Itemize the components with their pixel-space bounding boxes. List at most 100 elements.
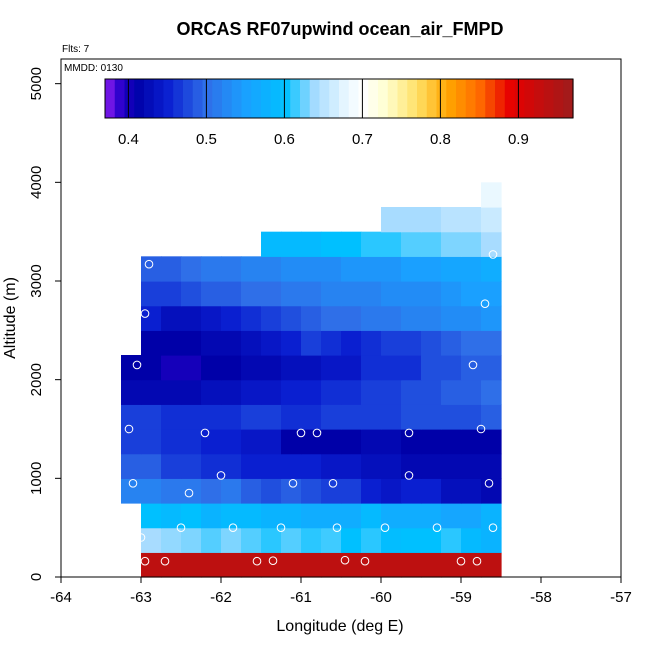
- sample-point: [176, 523, 186, 533]
- heatmap-cell: [201, 527, 222, 553]
- sample-point: [132, 360, 142, 370]
- heatmap-cell: [461, 207, 482, 233]
- heatmap-cell: [301, 527, 322, 553]
- colorbar-segment: [105, 79, 116, 118]
- heatmap-cell: [421, 379, 442, 405]
- colorbar-segment: [456, 79, 467, 118]
- heatmap-cell: [421, 404, 442, 430]
- heatmap-cell: [141, 527, 162, 553]
- colorbar-segment: [124, 79, 135, 118]
- heatmap-cell: [201, 355, 222, 381]
- heatmap-cell: [261, 281, 282, 307]
- y-tick-label: 4000: [28, 166, 45, 199]
- colorbar-segment: [329, 79, 340, 118]
- heatmap-cell: [481, 503, 502, 529]
- sample-point: [200, 428, 210, 438]
- colorbar-segment: [114, 79, 126, 118]
- heatmap-cell: [441, 503, 462, 529]
- heatmap-cell: [301, 429, 322, 455]
- heatmap-cell: [341, 429, 362, 455]
- heatmap-cell: [421, 552, 442, 578]
- heatmap-cell: [341, 355, 362, 381]
- heatmap-cell: [261, 404, 282, 430]
- heatmap-cell: [441, 305, 462, 331]
- chart-title: ORCAS RF07upwind ocean_air_FMPD: [176, 19, 503, 39]
- heatmap-cell: [141, 503, 162, 529]
- heatmap-cell: [161, 552, 182, 578]
- heatmap-cell: [401, 453, 422, 479]
- heatmap-cell: [261, 305, 282, 331]
- heatmap-cell: [361, 404, 382, 430]
- heatmap-cell: [381, 429, 402, 455]
- colorbar-segment: [212, 79, 223, 118]
- heatmap-cell: [481, 552, 502, 578]
- heatmap-cell: [421, 429, 442, 455]
- heatmap-cell: [241, 478, 262, 504]
- heatmap-cell: [361, 379, 382, 405]
- sample-point: [380, 523, 390, 533]
- colorbar-segment: [553, 79, 564, 118]
- heatmap-cell: [341, 503, 362, 529]
- heatmap-cell: [381, 404, 402, 430]
- heatmap-cell: [401, 503, 422, 529]
- heatmap-cell: [461, 404, 482, 430]
- heatmap-cell: [441, 379, 462, 405]
- heatmap-cell: [441, 478, 462, 504]
- colorbar-tick-label: 0.7: [352, 131, 373, 148]
- heatmap-cell: [261, 527, 282, 553]
- heatmap-cell: [421, 256, 442, 282]
- colorbar-segment: [144, 79, 155, 118]
- y-tick-label: 0: [28, 573, 45, 581]
- heatmap-cell: [381, 379, 402, 405]
- heatmap-cell: [321, 281, 342, 307]
- heatmap-cell: [301, 330, 322, 356]
- colorbar-segment: [426, 79, 438, 118]
- colorbar-segment: [368, 79, 379, 118]
- colorbar-segment: [417, 79, 428, 118]
- sample-point: [476, 424, 486, 434]
- heatmap-cell: [261, 379, 282, 405]
- heatmap-cell: [481, 355, 502, 381]
- colorbar-segment: [534, 79, 545, 118]
- heatmap-cell: [161, 305, 182, 331]
- heatmap-cell: [281, 478, 302, 504]
- heatmap-cell: [141, 453, 162, 479]
- x-tick-label: -61: [290, 589, 312, 606]
- sample-point: [140, 309, 150, 318]
- colorbar-segment: [407, 79, 418, 118]
- heatmap-cell: [301, 379, 322, 405]
- heatmap-cell: [381, 552, 402, 578]
- sample-point: [276, 523, 286, 533]
- colorbar-segment: [378, 79, 389, 118]
- heatmap-cell: [461, 453, 482, 479]
- heatmap-cell: [361, 453, 382, 479]
- heatmap-cell: [181, 503, 202, 529]
- heatmap-cell: [221, 527, 242, 553]
- heatmap-cell: [441, 429, 462, 455]
- sample-point: [288, 479, 298, 488]
- heatmap-cell: [401, 305, 422, 331]
- heatmap-cell: [421, 527, 442, 553]
- heatmap-cell: [461, 503, 482, 529]
- heatmap-cell: [441, 330, 462, 356]
- heatmap-cell: [201, 379, 222, 405]
- colorbar: 0.4 0.5 0.6 0.7 0.8 0.9: [104, 78, 574, 148]
- sample-point: [312, 428, 322, 438]
- heatmap-cell: [341, 231, 362, 257]
- sample-point: [404, 471, 414, 480]
- colorbar-segment: [134, 79, 145, 118]
- heatmap-cell: [461, 231, 482, 257]
- heatmap-cell: [301, 305, 322, 331]
- colorbar-segment: [173, 79, 184, 118]
- heatmap-cell: [121, 404, 142, 430]
- heatmap-cell: [341, 453, 362, 479]
- heatmap-cell: [481, 330, 502, 356]
- heatmap-cell: [281, 281, 302, 307]
- heatmap-cell: [201, 453, 222, 479]
- colorbar-segment: [358, 79, 369, 118]
- heatmap-cell: [461, 478, 482, 504]
- colorbar-segment: [153, 79, 165, 118]
- colorbar-segment: [446, 79, 457, 118]
- heatmap-cell: [321, 453, 342, 479]
- heatmap-cell: [141, 256, 162, 282]
